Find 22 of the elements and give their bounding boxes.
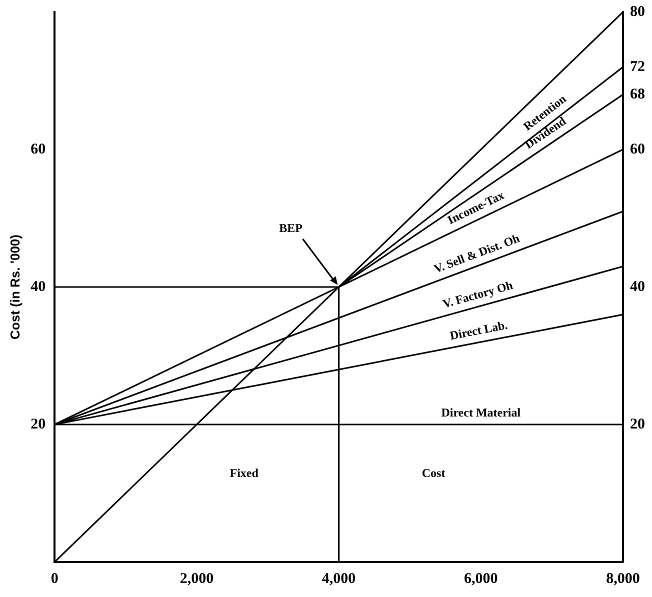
annotation: Cost — [422, 466, 446, 480]
series-label: Direct Material — [441, 406, 522, 420]
annotation: BEP — [279, 221, 302, 236]
y2-tick-label: 72 — [630, 58, 645, 75]
y-axis-title: Cost (in Rs. '000) — [7, 234, 22, 340]
text: Direct Lab. — [448, 318, 509, 343]
annotation: Fixed — [230, 466, 259, 480]
text: V. Sell & Dist. Oh — [432, 230, 522, 276]
x-tick-label: 6,000 — [464, 570, 498, 587]
y2-tick-label: 80 — [630, 4, 645, 20]
x-tick-label: 2,000 — [180, 570, 214, 587]
x-tick-label: 4,000 — [322, 570, 356, 587]
text: V. Factory Oh — [441, 278, 515, 311]
y-tick-label: 40 — [30, 278, 46, 295]
y-tick-label: 20 — [30, 416, 46, 432]
y2-tick-label: 40 — [630, 278, 645, 295]
y2-tick-label: 20 — [630, 416, 645, 432]
y2-tick-label: 60 — [630, 141, 645, 158]
x-tick-label: 0 — [50, 570, 58, 587]
y-tick-label: 60 — [30, 141, 46, 158]
x-tick-label: 8,000 — [606, 570, 640, 587]
y2-tick-label: 68 — [630, 86, 645, 102]
